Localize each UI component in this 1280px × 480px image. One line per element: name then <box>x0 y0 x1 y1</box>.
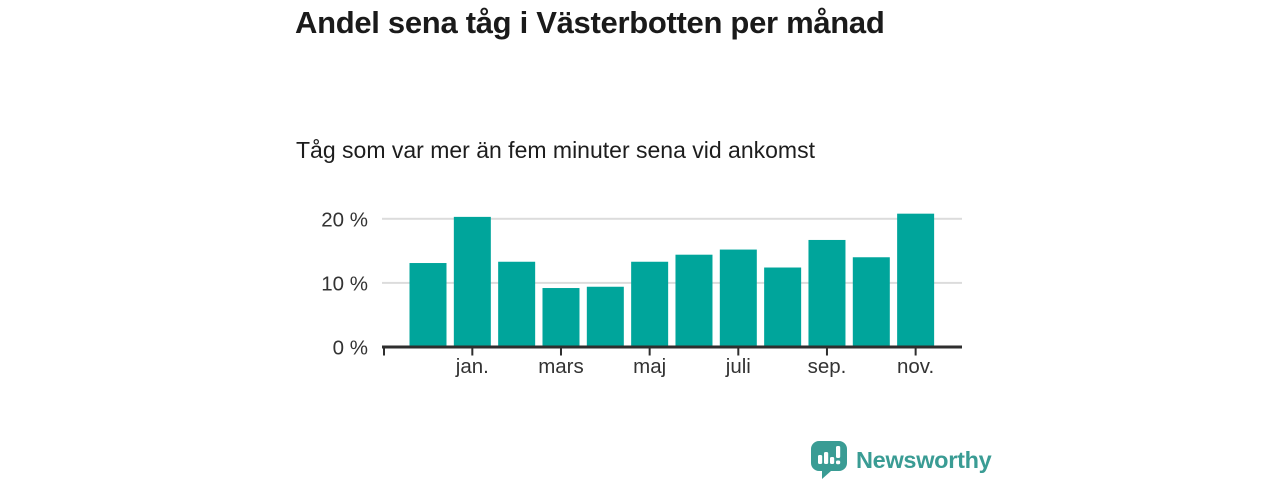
x-axis-label-jan.: jan. <box>455 355 489 378</box>
newsworthy-wordmark: Newsworthy <box>856 446 992 473</box>
gridline-20 <box>382 217 962 220</box>
x-tick-nov. <box>914 348 917 356</box>
bar-chart-svg: 0 % 10 % 20 % jan. mars maj juli sep. nov. <box>321 208 962 378</box>
bar-okt. <box>852 257 890 347</box>
bar-maj <box>631 261 669 347</box>
x-axis-label-nov.: nov. <box>897 355 934 378</box>
chart-subtitle: Tåg som var mer än fem minuter sena vid … <box>296 137 815 163</box>
x-axis-label-juli: juli <box>725 355 751 378</box>
bar-mars <box>542 288 580 347</box>
x-tick-juli <box>737 348 740 356</box>
bar-sep. <box>808 239 846 347</box>
x-axis-start-tick <box>383 348 385 356</box>
x-axis-label-sep.: sep. <box>808 355 847 378</box>
x-axis-line <box>382 345 962 349</box>
chart-title: Andel sena tåg i Västerbotten per månad <box>295 5 885 40</box>
x-tick-mars <box>559 348 562 356</box>
bar-juli <box>719 249 757 347</box>
bar-dec. <box>409 263 447 347</box>
x-axis-label-maj: maj <box>633 355 666 378</box>
bar-apr. <box>586 286 624 347</box>
bar-aug. <box>764 267 802 347</box>
bar-feb. <box>498 261 536 347</box>
x-tick-sep. <box>825 348 828 356</box>
x-axis-label-mars: mars <box>538 355 584 378</box>
x-tick-maj <box>648 348 651 356</box>
bar-juni <box>675 254 713 347</box>
y-axis-label-0: 0 % <box>333 337 368 360</box>
y-axis-label-20: 20 % <box>321 208 368 231</box>
newsworthy-brand: Newsworthy <box>810 441 992 479</box>
newsworthy-logo-icon <box>811 441 847 479</box>
logo-bubble-shape <box>811 441 847 479</box>
gridline-10 <box>382 281 962 284</box>
x-tick-jan. <box>471 348 474 356</box>
y-axis-label-10: 10 % <box>321 272 368 295</box>
bar-nov. <box>897 213 935 347</box>
bar-jan. <box>453 216 491 347</box>
logo-bars-glyph <box>818 446 841 465</box>
